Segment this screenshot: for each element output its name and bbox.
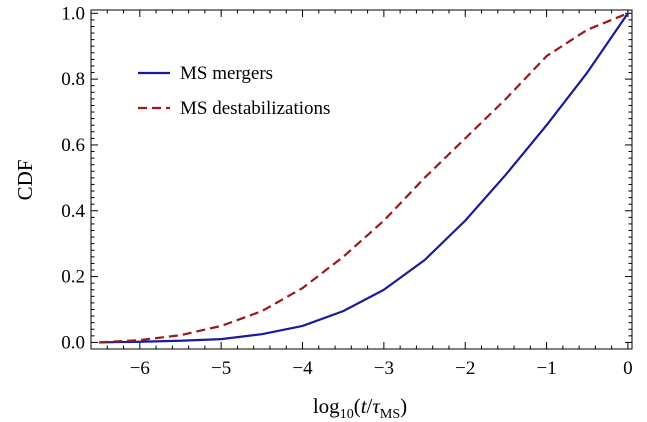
series-line-ms-destabilizations <box>99 12 629 344</box>
plot-border <box>90 9 633 350</box>
series-layer <box>99 12 629 344</box>
x-tick-label: −1 <box>536 358 556 379</box>
x-axis-ticks: −6 −5 −4 −3 −2 −1 0 <box>90 10 633 379</box>
x-tick-label: −3 <box>374 358 394 379</box>
legend-label: MS destabilizations <box>180 98 330 119</box>
y-tick-label: 1.0 <box>61 3 85 24</box>
x-axis-label: log10(t/τMS) <box>313 394 407 422</box>
legend: MS mergers MS destabilizations <box>138 63 330 119</box>
y-tick-label: 0.0 <box>61 332 85 353</box>
x-tick-label: −2 <box>455 358 475 379</box>
y-axis-ticks: 0.0 0.2 0.4 0.6 0.8 1.0 <box>61 3 632 353</box>
x-tick-label: −4 <box>292 358 313 379</box>
plot-frame <box>90 9 633 350</box>
series-line-ms-mergers <box>99 12 629 344</box>
x-tick-label: −5 <box>211 358 231 379</box>
y-axis-label: CDF <box>13 160 37 201</box>
y-tick-label: 0.6 <box>61 135 85 156</box>
x-tick-label: 0 <box>623 358 633 379</box>
y-tick-label: 0.8 <box>61 69 85 90</box>
x-tick-label: −6 <box>130 358 150 379</box>
legend-label: MS mergers <box>180 63 273 84</box>
y-tick-label: 0.2 <box>61 267 85 288</box>
y-tick-label: 0.4 <box>61 201 85 222</box>
